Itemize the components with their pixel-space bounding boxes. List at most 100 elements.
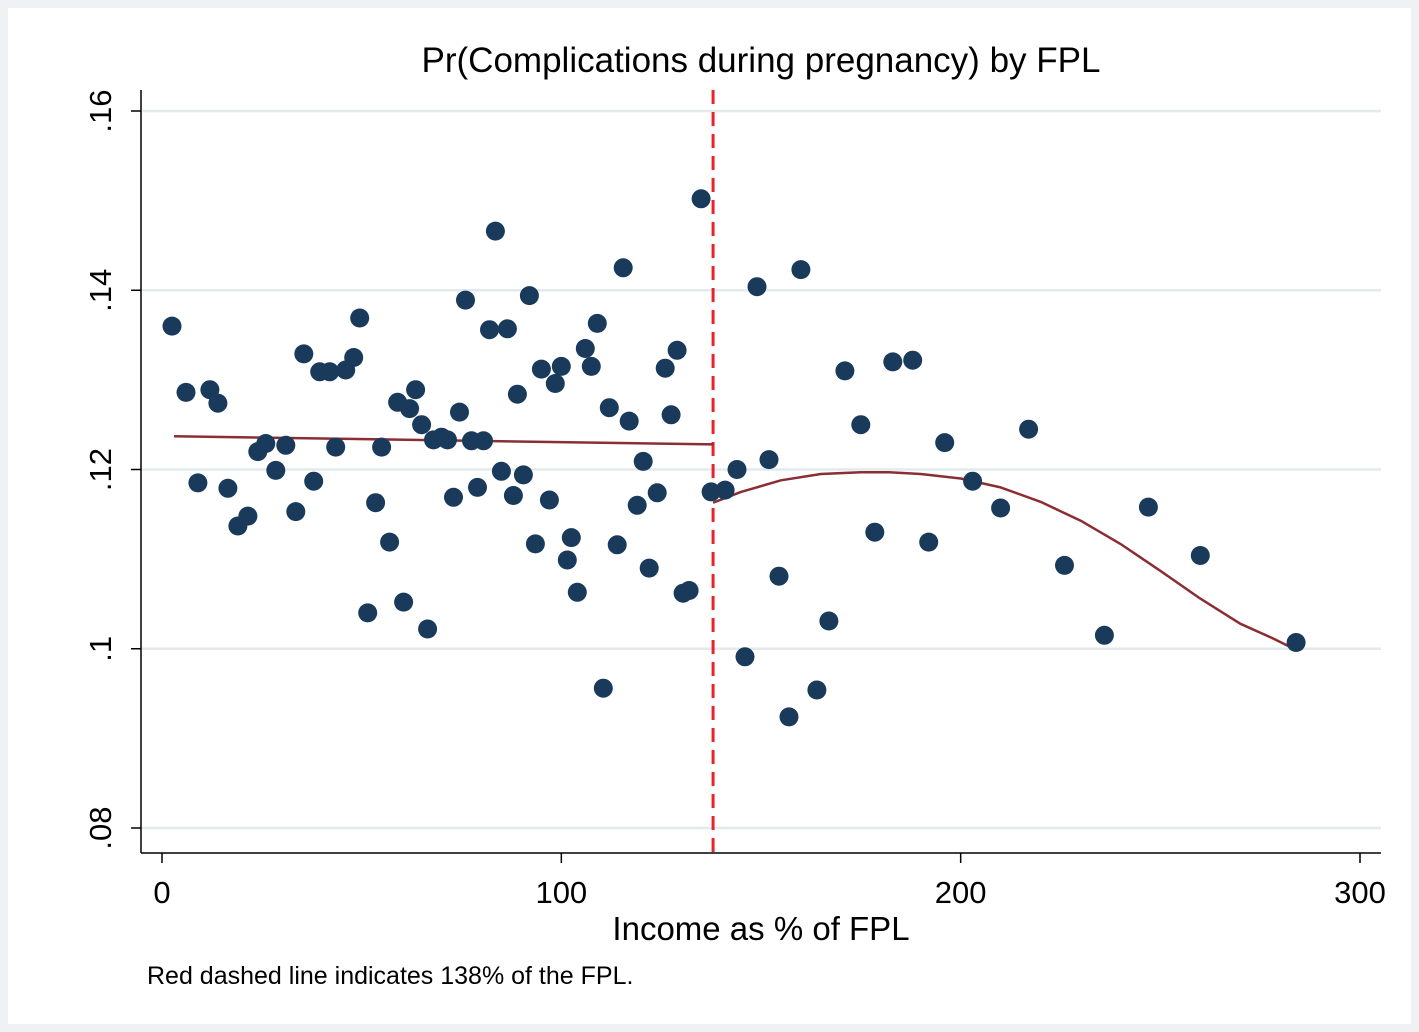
data-point-36 (456, 290, 475, 310)
data-point-35 (450, 402, 469, 422)
data-point-56 (575, 339, 595, 358)
data-point-66 (639, 558, 659, 578)
data-point-55 (567, 582, 587, 602)
data-point-17 (326, 437, 346, 457)
data-point-92 (963, 471, 983, 491)
y-tick-label-1: .1 (83, 636, 118, 662)
data-point-80 (769, 566, 789, 586)
y-tick-label-4: .16 (83, 89, 118, 132)
data-point-48 (525, 534, 545, 554)
data-point-54 (561, 528, 581, 548)
data-point-78 (747, 277, 767, 297)
y-ticks: .08 .1 .12 .14 .16 (83, 89, 141, 850)
y-tick-label-3: .14 (83, 269, 118, 312)
data-point-62 (613, 258, 633, 278)
data-point-97 (1138, 497, 1158, 517)
data-point-38 (468, 477, 487, 497)
data-point-41 (485, 221, 505, 241)
data-point-95 (1055, 555, 1074, 575)
data-point-20 (350, 308, 370, 328)
data-point-75 (715, 480, 735, 500)
data-point-88 (883, 352, 903, 372)
data-point-51 (545, 374, 565, 393)
data-point-52 (551, 356, 571, 376)
data-point-77 (735, 647, 755, 667)
data-point-81 (779, 707, 799, 727)
chart-frame: 0 100 200 300 .08 .1 .12 .14 .16 Pr(Complicatio… (8, 8, 1411, 1024)
data-point-79 (759, 450, 779, 470)
data-point-40 (480, 320, 499, 340)
data-point-94 (1019, 419, 1039, 439)
data-points (162, 189, 1306, 727)
fit-line-right (712, 470, 1293, 650)
data-point-91 (935, 433, 955, 453)
data-point-74 (701, 482, 721, 502)
data-point-9 (256, 434, 276, 453)
data-point-73 (691, 189, 711, 209)
data-point-61 (607, 535, 627, 555)
data-point-24 (380, 532, 400, 552)
data-point-65 (633, 451, 653, 471)
data-point-34 (444, 487, 463, 507)
scatter-chart: 0 100 200 300 .08 .1 .12 .14 .16 Pr(Complicatio… (83, 41, 1386, 990)
data-point-12 (286, 502, 306, 522)
data-point-70 (667, 340, 687, 360)
data-point-14 (304, 471, 324, 491)
data-point-49 (531, 359, 551, 379)
data-point-47 (519, 286, 539, 306)
data-point-42 (491, 461, 511, 481)
data-point-63 (619, 411, 639, 431)
data-point-23 (372, 437, 392, 457)
data-point-84 (819, 611, 839, 631)
data-point-64 (627, 495, 647, 515)
data-point-7 (238, 506, 258, 526)
data-point-72 (679, 581, 699, 600)
data-point-50 (539, 490, 559, 510)
y-tick-label-0: .08 (83, 806, 118, 849)
data-point-5 (218, 478, 238, 498)
data-point-90 (919, 532, 939, 552)
data-point-86 (851, 415, 871, 435)
data-point-1 (176, 382, 196, 402)
data-point-27 (400, 399, 420, 419)
data-point-96 (1094, 625, 1114, 645)
data-point-19 (344, 348, 364, 367)
data-point-59 (593, 678, 613, 698)
data-point-57 (581, 356, 601, 376)
data-point-58 (587, 313, 607, 333)
data-point-89 (903, 350, 923, 370)
x-tick-label-2: 200 (935, 875, 987, 910)
gridlines (142, 109, 1381, 830)
data-point-2 (188, 473, 208, 493)
data-point-28 (406, 380, 426, 400)
data-point-11 (276, 435, 296, 455)
data-point-13 (294, 344, 314, 364)
data-point-4 (208, 393, 228, 413)
y-tick-label-2: .12 (83, 448, 118, 491)
data-point-46 (513, 465, 533, 485)
x-tick-label-0: 0 (153, 875, 170, 910)
data-point-21 (358, 603, 378, 623)
data-point-68 (655, 358, 675, 378)
x-tick-label-3: 300 (1334, 875, 1386, 910)
data-point-43 (497, 319, 517, 339)
data-point-83 (807, 680, 827, 700)
data-point-29 (412, 415, 432, 435)
x-tick-label-1: 100 (535, 875, 587, 910)
data-point-76 (727, 460, 747, 479)
x-ticks: 0 100 200 300 (153, 853, 1386, 910)
data-point-16 (320, 362, 340, 382)
x-axis-label: Income as % of FPL (612, 910, 909, 947)
data-point-69 (661, 405, 681, 425)
data-point-30 (418, 619, 438, 639)
data-point-87 (865, 522, 885, 542)
data-point-22 (366, 493, 386, 513)
data-point-33 (438, 430, 457, 450)
data-point-99 (1286, 633, 1306, 652)
data-point-0 (162, 316, 182, 336)
data-point-85 (835, 361, 855, 381)
data-point-67 (647, 483, 667, 503)
data-point-60 (599, 398, 619, 418)
data-point-82 (791, 260, 811, 280)
data-point-39 (474, 431, 493, 451)
